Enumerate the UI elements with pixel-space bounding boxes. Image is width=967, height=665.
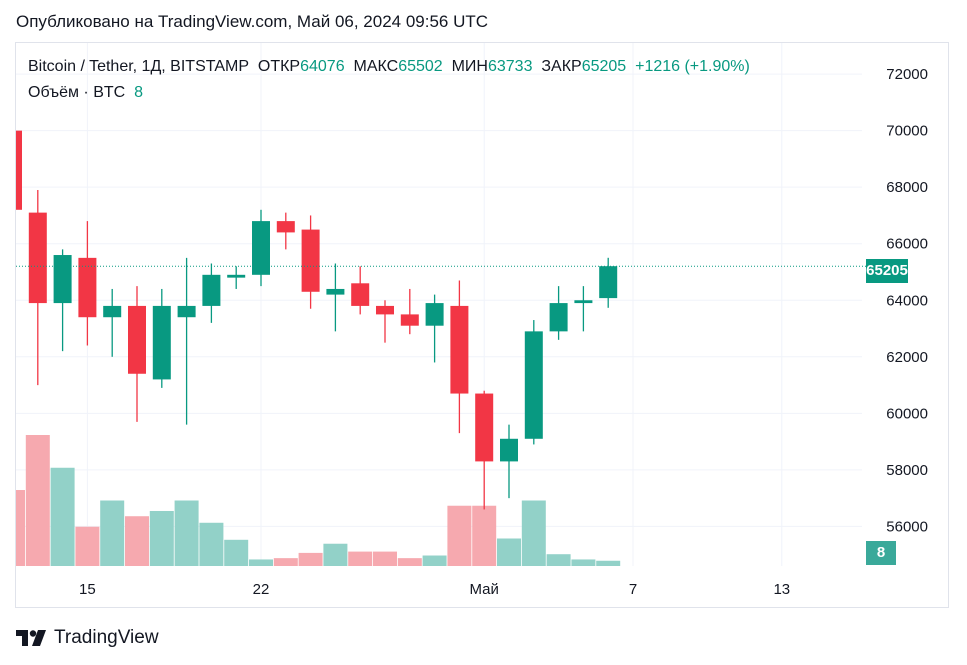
volume-bar <box>373 551 397 566</box>
low-label: МИН <box>451 58 488 75</box>
open-value: 64076 <box>300 58 345 75</box>
volume-bar <box>348 551 373 566</box>
candle-body <box>524 331 543 439</box>
volume-bar <box>546 554 571 566</box>
last-price-tag: 65205 <box>866 259 908 283</box>
candle-body <box>252 221 270 275</box>
change-value: +1216 (+1.90%) <box>635 58 750 75</box>
volume-bar <box>100 500 125 566</box>
price-tick-label: 62000 <box>886 349 928 366</box>
candle-body <box>599 266 618 299</box>
volume-bar <box>224 539 249 566</box>
candle-body <box>227 274 246 278</box>
candle-body <box>549 303 568 332</box>
volume-bar <box>75 526 100 566</box>
time-tick-label: 7 <box>629 581 637 598</box>
volume-bar <box>521 500 546 566</box>
volume-bar <box>497 538 521 566</box>
time-tick-label: 13 <box>773 581 790 598</box>
volume-label: Объём · BTC <box>28 84 126 101</box>
chart-frame <box>15 42 949 608</box>
price-tick-label: 60000 <box>886 405 928 422</box>
volume-bar <box>16 490 25 566</box>
volume-bar <box>397 558 422 566</box>
candle-body <box>351 283 370 306</box>
price-tick-label: 56000 <box>886 518 928 535</box>
open-label: ОТКР <box>257 58 301 75</box>
candle-body <box>500 438 518 462</box>
volume-bars <box>16 435 621 566</box>
volume-bar <box>571 559 596 566</box>
volume-bar <box>323 543 348 566</box>
volume-bar <box>199 522 224 566</box>
candle-body <box>16 130 22 210</box>
symbol-label: Bitcoin / Tether, 1Д, BITSTAMP <box>28 58 249 75</box>
volume-bar <box>447 505 472 566</box>
candle-body <box>28 212 47 304</box>
candle-body <box>103 305 122 318</box>
volume-bar <box>249 559 273 566</box>
price-axis: 56000 58000 60000 62000 64000 66000 68000 70000… <box>886 66 928 535</box>
volume-bar <box>472 505 497 566</box>
candle-body <box>425 303 444 326</box>
tradingview-logo-icon <box>16 630 46 646</box>
candle-body <box>177 305 196 318</box>
candle-body <box>202 274 221 306</box>
ohlc-legend: Bitcoin / Tether, 1Д, BITSTAMP ОТКР64076… <box>28 58 750 76</box>
price-tick-label: 70000 <box>886 123 928 140</box>
volume-bar <box>596 560 621 566</box>
close-value: 65205 <box>581 58 627 75</box>
brand-footer[interactable]: TradingView <box>16 627 159 649</box>
candle-body <box>326 288 345 295</box>
high-value: 65502 <box>398 58 443 75</box>
published-caption: Опубликовано на TradingView.com, Май 06,… <box>16 12 489 31</box>
close-label: ЗАКР <box>541 58 582 75</box>
price-tick-label: 66000 <box>886 236 928 253</box>
price-tick-label: 64000 <box>886 292 928 309</box>
candle-body <box>78 257 97 318</box>
volume-bar <box>174 500 199 566</box>
candle-body <box>276 221 295 233</box>
candle-body <box>128 305 146 374</box>
candle-body <box>475 393 494 462</box>
time-tick-label: 22 <box>253 581 270 598</box>
volume-bar <box>298 552 323 566</box>
volume-bar <box>125 516 149 566</box>
volume-legend: Объём · BTC 8 <box>28 84 143 102</box>
brand-name: TradingView <box>54 627 159 648</box>
candle-body <box>152 305 171 380</box>
candle-body <box>376 305 394 315</box>
time-axis: 15 22 Май 7 13 <box>79 581 790 598</box>
low-value: 63733 <box>487 58 533 75</box>
time-tick-label: Май <box>470 581 499 598</box>
candle-body <box>400 314 419 326</box>
price-tick-label: 68000 <box>886 179 928 196</box>
price-tick-label: 72000 <box>886 66 928 83</box>
volume-bar <box>149 510 174 566</box>
last-volume-tag: 8 <box>866 541 896 565</box>
volume-bar <box>273 558 298 566</box>
candle-body <box>450 305 469 394</box>
time-tick-label: 15 <box>79 581 96 598</box>
volume-bar <box>50 467 75 566</box>
candle-body <box>53 255 72 304</box>
volume-value: 8 <box>134 84 143 101</box>
volume-bar <box>422 555 447 566</box>
volume-bar <box>25 435 50 566</box>
candles <box>16 130 618 510</box>
candle-body <box>301 229 320 292</box>
price-tick-label: 58000 <box>886 462 928 479</box>
high-label: МАКС <box>353 58 399 75</box>
candle-body <box>574 300 593 304</box>
